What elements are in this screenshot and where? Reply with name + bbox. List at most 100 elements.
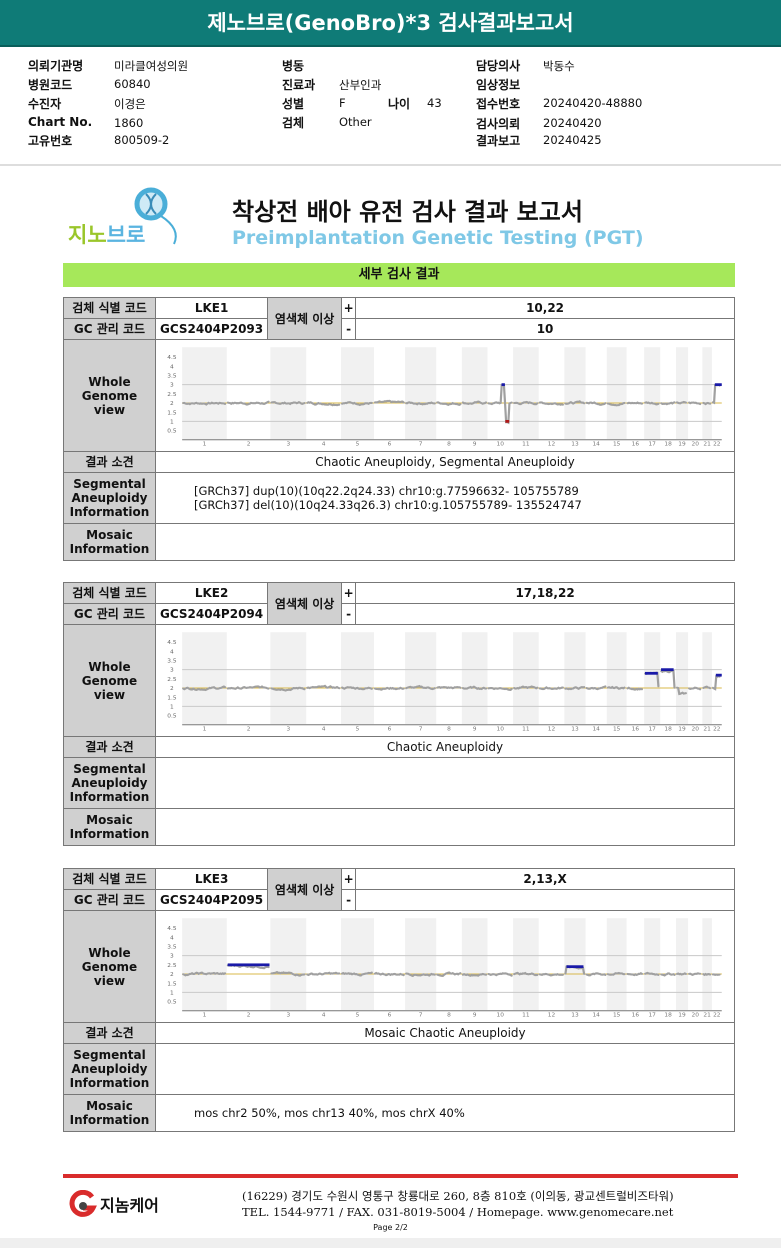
chromosome-band — [644, 632, 661, 725]
x-tick-label: 22 — [713, 1012, 721, 1017]
copy-number-trace — [182, 685, 227, 692]
copy-number-trace — [405, 401, 436, 406]
copy-number-trace — [182, 971, 227, 977]
copy-number-trace — [226, 400, 270, 406]
info-value: 43 — [427, 96, 442, 110]
abnormality-label: 염색체 이상 — [267, 297, 343, 340]
x-tick-label: 10 — [497, 726, 505, 731]
x-tick-label: 3 — [286, 1012, 290, 1017]
chromosome-band — [405, 918, 437, 1011]
chromosome-band — [675, 632, 689, 725]
x-tick-label: 4 — [322, 726, 326, 731]
x-tick-label: 19 — [678, 726, 686, 731]
chromosome-band — [702, 347, 712, 440]
chromosome-band — [405, 632, 437, 725]
copy-number-trace — [606, 971, 626, 976]
copy-number-trace — [436, 685, 462, 690]
chromosome-band — [461, 632, 488, 725]
chromosome-band — [405, 347, 437, 440]
y-tick-label: 2.5 — [167, 677, 177, 683]
copy-number-trace — [564, 400, 586, 405]
plus-label: + — [341, 582, 357, 604]
info-label: 검체 — [282, 116, 305, 130]
genomecare-g-icon — [69, 1190, 97, 1217]
finding-label: 결과 소견 — [63, 736, 156, 758]
x-tick-label: 1 — [203, 1012, 207, 1017]
copy-number-trace — [626, 972, 644, 977]
x-tick-label: 1 — [203, 726, 207, 731]
copy-number-trace — [436, 401, 462, 407]
gc-code-label: GC 관리 코드 — [63, 603, 156, 625]
segmental-label: Segmental Aneuploidy Information — [63, 757, 156, 809]
finding-label: 결과 소견 — [63, 1022, 156, 1044]
info-value: 60840 — [114, 77, 151, 91]
report-header: 제노브로(GenoBro)*3 검사결과보고서 — [0, 0, 781, 47]
y-tick-label: 1.5 — [167, 695, 177, 701]
x-tick-label: 5 — [356, 726, 360, 731]
sample-id-label: 검체 식별 코드 — [63, 297, 156, 319]
sample-result-table: 검체 식별 코드 LKE2 염색체 이상 + 17,18,22 GC 관리 코드… — [63, 582, 735, 846]
sample-result-table: 검체 식별 코드 LKE1 염색체 이상 + 10,22 GC 관리 코드 GC… — [63, 297, 735, 561]
svg-text:지노브로: 지노브로 — [68, 223, 145, 247]
copy-number-trace — [436, 971, 462, 977]
report-title: 착상전 배아 유전 검사 결과 보고서 — [232, 198, 583, 226]
copy-number-trace — [461, 685, 488, 691]
copy-number-trace — [341, 686, 373, 691]
chromosome-band — [644, 918, 661, 1011]
copy-number-trace — [585, 972, 607, 977]
y-tick-label: 4 — [170, 935, 174, 941]
mosaic-label: Mosaic Information — [63, 808, 156, 846]
x-tick-label: 5 — [356, 441, 360, 446]
y-tick-label: 3.5 — [167, 374, 177, 380]
mosaic-info — [155, 808, 735, 846]
copy-number-trace — [461, 972, 488, 977]
info-value: 20240425 — [543, 133, 602, 147]
chromosome-band — [182, 632, 227, 725]
x-tick-label: 7 — [419, 441, 423, 446]
x-tick-label: 6 — [388, 441, 392, 446]
segmental-info: [GRCh37] dup(10)(10q22.2q24.33) chr10:g.… — [155, 472, 735, 524]
y-tick-label: 3.5 — [167, 659, 177, 665]
copy-number-trace — [660, 401, 676, 406]
sample-result-table: 검체 식별 코드 LKE3 염색체 이상 + 2,13,X GC 관리 코드 G… — [63, 868, 735, 1132]
sample-id: LKE3 — [154, 868, 269, 890]
info-value: 1860 — [114, 116, 144, 130]
y-tick-label: 4 — [170, 649, 174, 655]
x-tick-label: 13 — [571, 441, 579, 446]
x-tick-label: 9 — [473, 1012, 477, 1017]
copy-number-trace — [182, 401, 227, 406]
chromosome-band — [564, 918, 586, 1011]
gc-code: GCS2404P2095 — [154, 889, 269, 911]
copy-number-trace — [373, 399, 405, 404]
section-title: 세부 검사 결과 — [63, 263, 735, 287]
y-tick-label: 2.5 — [167, 392, 177, 398]
chromosome-band — [270, 632, 307, 725]
info-value: 산부인과 — [339, 78, 382, 92]
copy-number-trace — [306, 401, 341, 407]
contact: TEL. 1544-9771 / FAX. 031-8019-5004 / Ho… — [242, 1205, 674, 1219]
copy-number-trace — [306, 971, 341, 977]
y-tick-label: 4 — [170, 364, 174, 370]
gain-segment-marker — [715, 673, 722, 677]
copy-number-trace — [660, 972, 676, 977]
info-value: 이경은 — [114, 97, 146, 111]
x-tick-label: 17 — [648, 441, 656, 446]
copy-number-trace — [538, 972, 564, 977]
y-tick-label: 3.5 — [167, 945, 177, 951]
y-tick-label: 2 — [170, 972, 174, 978]
copy-number-trace — [688, 686, 702, 691]
gain-chromosomes: 10,22 — [355, 297, 735, 319]
finding: Chaotic Aneuploidy, Segmental Aneuploidy — [155, 451, 735, 473]
x-tick-label: 19 — [678, 441, 686, 446]
copy-number-trace — [585, 685, 607, 691]
loss-segment-marker — [505, 420, 510, 423]
copy-number-trace — [270, 401, 306, 406]
copy-number-trace — [306, 684, 341, 690]
genome-view-label: Whole Genome view — [63, 339, 156, 452]
y-tick-label: 0.5 — [167, 429, 177, 435]
info-label: 수진자 — [28, 97, 62, 111]
x-tick-label: 18 — [664, 1012, 672, 1017]
copy-number-trace — [405, 684, 436, 691]
info-value: F — [339, 96, 346, 110]
finding: Chaotic Aneuploidy — [155, 736, 735, 758]
